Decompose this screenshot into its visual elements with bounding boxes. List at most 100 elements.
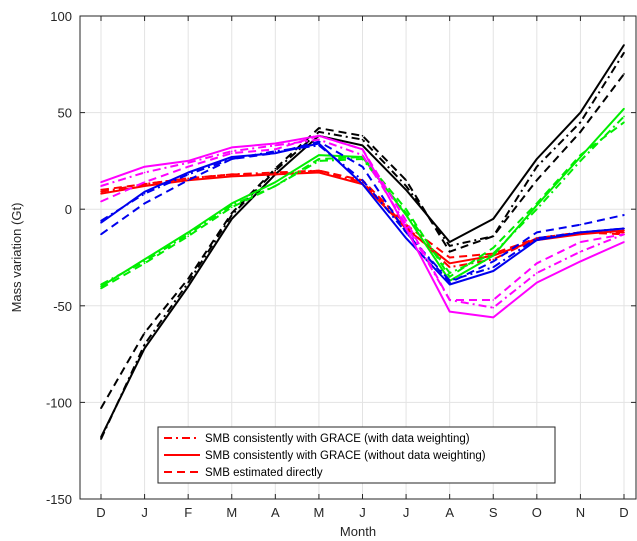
legend-label: SMB estimated directly <box>205 467 323 479</box>
data-point <box>318 127 320 129</box>
data-point <box>536 237 538 239</box>
data-point <box>187 231 189 234</box>
data-point <box>143 191 146 193</box>
data-point <box>405 212 407 214</box>
data-point <box>405 208 407 210</box>
data-point <box>536 262 538 265</box>
x-tick-label: D <box>619 505 628 520</box>
data-point <box>274 173 277 176</box>
data-point <box>623 73 625 75</box>
data-point <box>100 200 102 203</box>
data-point <box>274 169 277 172</box>
data-point <box>187 285 189 288</box>
x-tick-label: D <box>96 505 105 520</box>
data-point <box>405 223 407 226</box>
data-point <box>143 262 146 265</box>
data-point <box>405 179 407 182</box>
data-point <box>579 121 582 124</box>
data-point <box>230 150 233 153</box>
data-point <box>623 241 625 243</box>
data-point <box>143 260 146 263</box>
data-point <box>623 233 625 236</box>
data-point <box>318 134 320 137</box>
y-tick-label: -150 <box>46 492 72 507</box>
data-point <box>405 237 407 239</box>
data-point <box>187 160 189 162</box>
data-point <box>274 148 277 151</box>
data-point <box>492 252 495 255</box>
data-point <box>318 160 320 162</box>
data-point <box>492 247 495 249</box>
data-point <box>536 239 538 241</box>
axis-ticks: D J F M A M J J A S O N D 100 50 0 -50 -100 -150 <box>46 9 636 520</box>
data-point <box>100 189 102 191</box>
data-point <box>318 158 320 160</box>
data-point <box>492 218 495 220</box>
data-point <box>536 281 538 284</box>
data-point <box>405 231 407 234</box>
x-tick-label: M <box>313 505 324 520</box>
data-point <box>100 285 102 288</box>
data-point <box>361 134 364 137</box>
data-point <box>274 152 277 154</box>
data-point <box>143 171 146 174</box>
data-point <box>579 156 582 158</box>
data-point <box>536 204 538 207</box>
legend: SMB consistently with GRACE (with data w… <box>157 426 556 484</box>
data-point <box>187 277 189 280</box>
data-point <box>536 208 538 210</box>
data-point <box>579 111 582 114</box>
series-13 <box>100 138 625 309</box>
data-point <box>230 146 233 149</box>
data-point <box>361 138 364 141</box>
data-point <box>448 245 451 247</box>
data-point <box>448 241 451 243</box>
data-point <box>623 44 625 46</box>
data-point <box>230 158 233 160</box>
data-point <box>100 287 102 290</box>
data-point <box>100 221 102 224</box>
data-point <box>318 138 320 141</box>
data-point <box>492 316 495 319</box>
data-point <box>405 219 407 222</box>
data-point <box>187 173 189 176</box>
series-layer <box>100 44 625 440</box>
data-point <box>143 183 146 185</box>
data-point <box>448 281 451 284</box>
data-point <box>143 185 146 187</box>
data-point <box>623 115 625 118</box>
data-point <box>492 299 495 301</box>
data-point <box>579 160 582 162</box>
y-tick-label: 0 <box>65 202 72 217</box>
data-point <box>579 223 582 226</box>
data-point <box>100 185 102 187</box>
data-point <box>143 258 146 261</box>
x-tick-label: F <box>184 505 192 520</box>
y-tick-label: 100 <box>50 9 72 24</box>
data-point <box>187 235 189 238</box>
data-point <box>143 343 146 346</box>
data-point <box>230 206 233 209</box>
data-point <box>318 171 320 174</box>
series-11 <box>100 140 625 284</box>
data-point <box>361 158 364 160</box>
data-point <box>230 214 233 216</box>
data-point <box>274 171 277 174</box>
data-point <box>448 256 451 259</box>
data-point <box>448 310 451 313</box>
data-point <box>187 162 189 164</box>
data-point <box>274 181 277 183</box>
data-point <box>579 260 582 263</box>
data-point <box>100 191 102 193</box>
data-point <box>361 179 364 182</box>
data-point <box>536 165 538 168</box>
data-point <box>448 266 451 268</box>
data-point <box>405 227 407 230</box>
data-point <box>579 131 582 133</box>
x-tick-label: J <box>359 505 366 520</box>
x-axis-label: Month <box>340 524 376 539</box>
data-point <box>361 183 364 185</box>
data-point <box>579 154 582 156</box>
data-point <box>100 181 102 183</box>
data-point <box>448 276 451 278</box>
